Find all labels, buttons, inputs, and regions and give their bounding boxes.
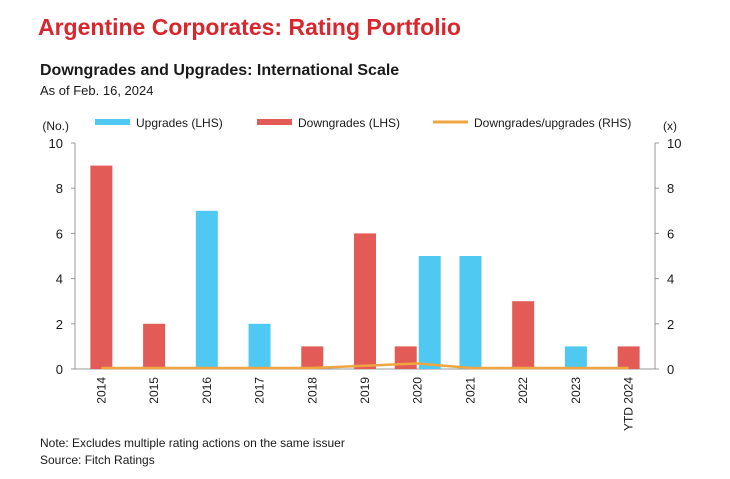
legend-label: Upgrades (LHS) [136,116,223,130]
y-tick-label-right: 2 [667,317,674,332]
x-tick-label: 2015 [147,377,161,404]
x-tick-label: 2022 [516,377,530,404]
y-tick-label-right: 6 [667,226,674,241]
chart-note: Note: Excludes multiple rating actions o… [40,436,345,450]
bar-upgrades [459,256,482,369]
y-tick-label-right: 4 [667,272,674,287]
x-tick-label: YTD 2024 [622,377,636,431]
page-title: Argentine Corporates: Rating Portfolio [38,14,461,40]
bar-upgrades [195,210,218,369]
legend-label: Downgrades (LHS) [298,116,400,130]
x-tick-label: 2016 [200,377,214,404]
y-axis-label-right: (x) [663,119,677,133]
y-tick-label-left: 8 [56,181,63,196]
bar-downgrades [143,323,166,369]
x-tick-label: 2021 [463,377,477,404]
bar-downgrades [512,301,535,369]
legend-swatch [95,119,130,125]
x-tick-label: 2017 [253,377,267,404]
y-tick-label-left: 0 [56,362,63,377]
y-tick-label-left: 10 [49,136,63,151]
y-tick-label-right: 10 [667,136,681,151]
x-tick-label: 2014 [94,377,108,404]
y-tick-label-left: 6 [56,226,63,241]
as-of-date: As of Feb. 16, 2024 [40,83,154,98]
legend-swatch [257,119,292,125]
bar-downgrades [617,346,640,369]
chart-source: Source: Fitch Ratings [40,453,155,467]
y-axis-label-left: (No.) [42,119,69,133]
y-tick-label-right: 8 [667,181,674,196]
x-tick-label: 2018 [305,377,319,404]
y-tick-label-left: 4 [56,272,63,287]
bar-upgrades [248,323,271,369]
bar-downgrades [301,346,324,369]
x-tick-label: 2019 [358,377,372,404]
bar-upgrades [418,256,441,369]
y-tick-label-right: 0 [667,362,674,377]
bar-downgrades [90,165,113,369]
y-tick-label-left: 2 [56,317,63,332]
x-tick-label: 2020 [411,377,425,404]
bar-upgrades [564,346,587,369]
x-tick-label: 2023 [569,377,583,404]
bar-downgrades [394,346,417,369]
legend-label: Downgrades/upgrades (RHS) [474,116,631,130]
chart-subtitle: Downgrades and Upgrades: International S… [40,62,400,79]
bar-downgrades [354,233,376,369]
